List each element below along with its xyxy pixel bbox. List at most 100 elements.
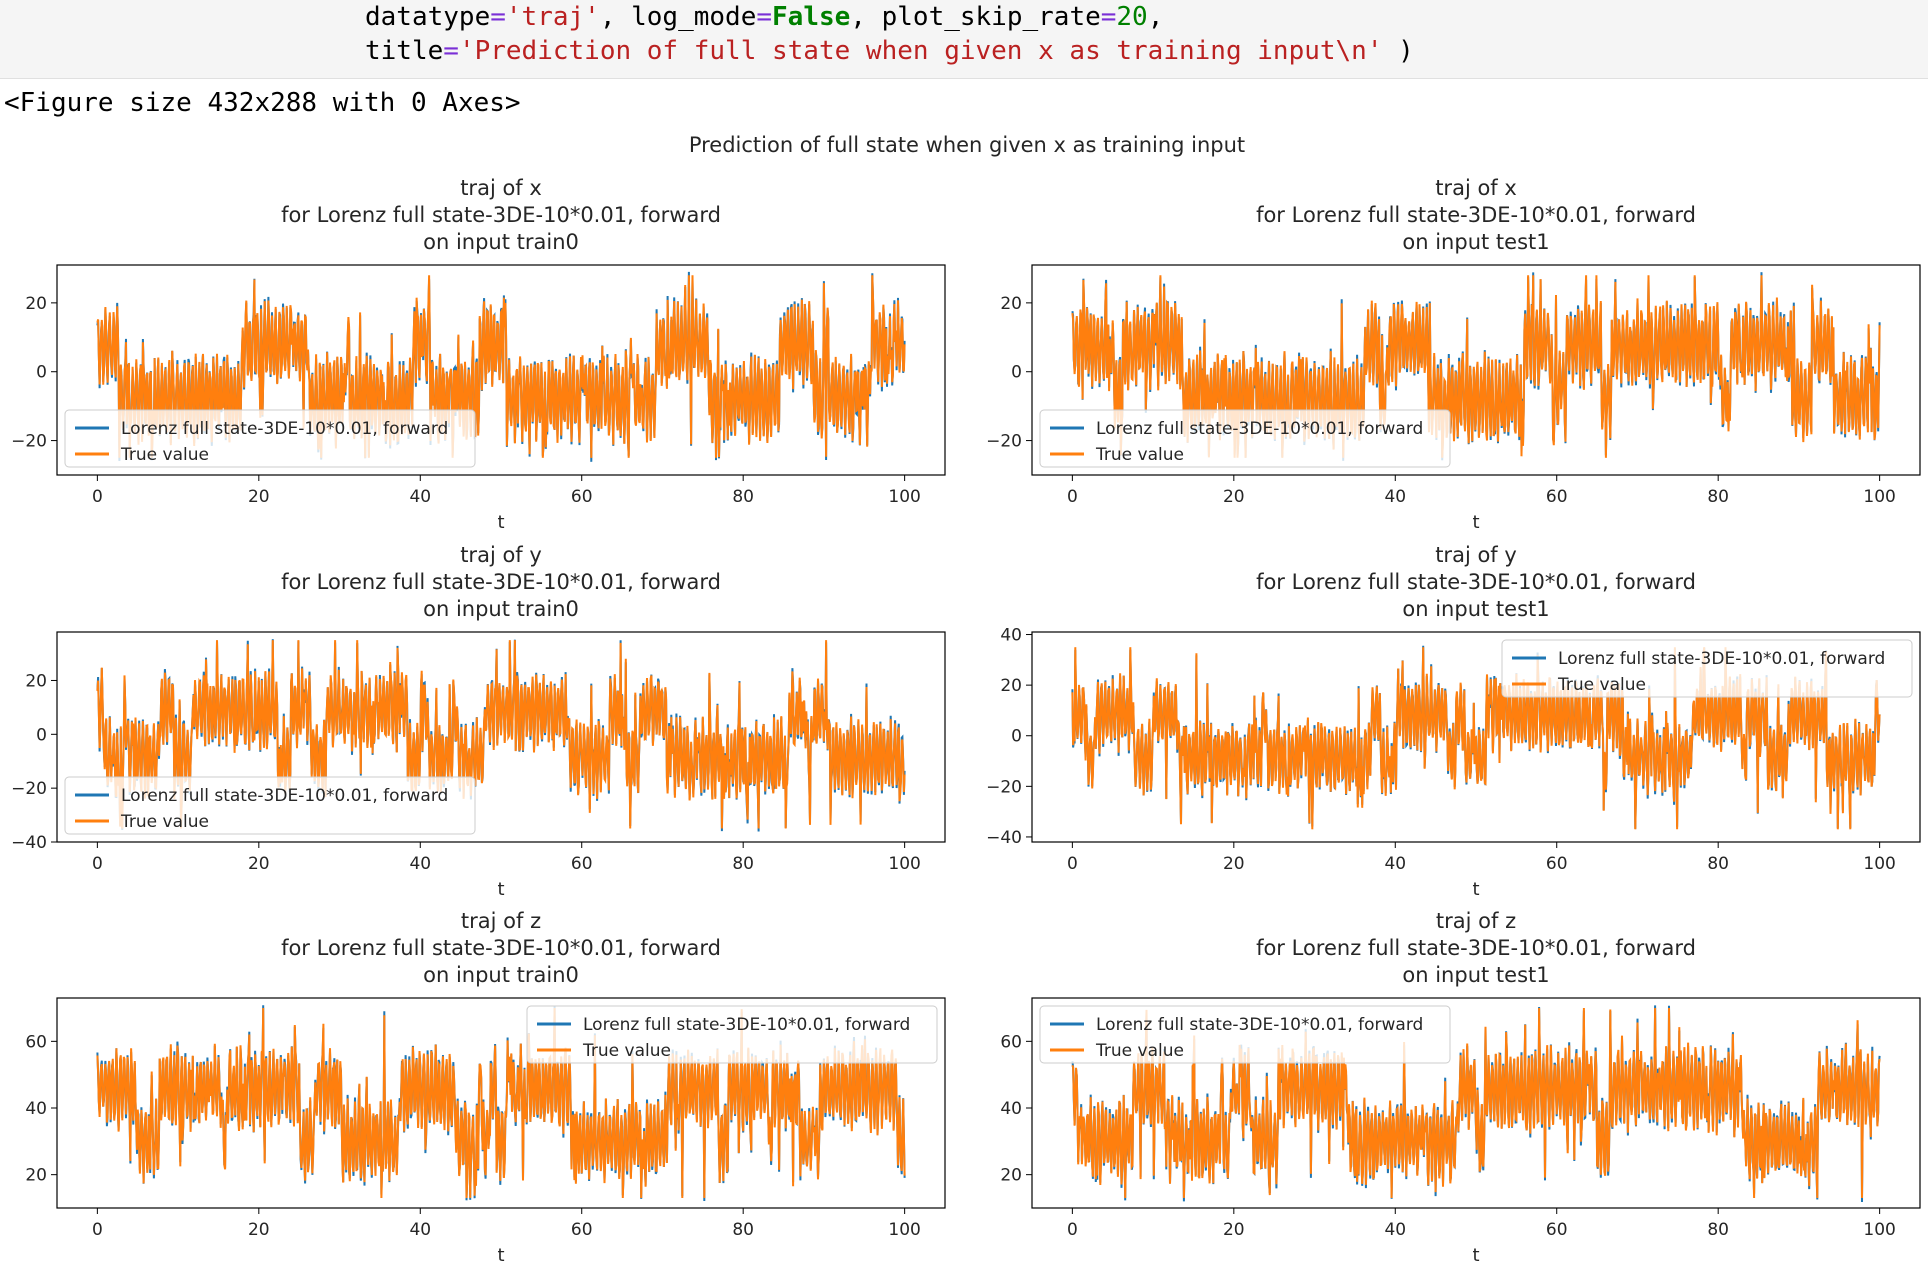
- x-tick-label: 40: [1384, 854, 1406, 874]
- x-tick-label: 80: [1707, 487, 1729, 507]
- legend-label: Lorenz full state-3DE-10*0.01, forward: [1096, 419, 1423, 439]
- subplot-z-test1: traj of z for Lorenz full state-3DE-10*0.…: [1000, 909, 1921, 1266]
- code-cell[interactable]: datatype='traj', log_mode=False, plot_sk…: [0, 0, 1928, 79]
- x-tick-label: 0: [1067, 487, 1078, 507]
- x-tick-label: 40: [409, 1220, 431, 1240]
- subplot-x-test1: traj of x for Lorenz full state-3DE-10*0.…: [986, 176, 1921, 533]
- code-token: False: [772, 2, 851, 32]
- legend-box: [1501, 639, 1913, 698]
- subplot-title-line: on input train0: [423, 230, 579, 254]
- x-axis-label: t: [497, 1245, 504, 1266]
- legend-label: Lorenz full state-3DE-10*0.01, forward: [1558, 649, 1885, 669]
- subplot-title-line: traj of x: [460, 176, 542, 200]
- y-tick-label: 20: [25, 671, 47, 691]
- x-tick-label: 60: [571, 1220, 593, 1240]
- legend: Lorenz full state-3DE-10*0.01, forward Tr…: [1039, 1005, 1451, 1064]
- x-axis-label: t: [1472, 1245, 1479, 1266]
- y-tick-label: 40: [1000, 1099, 1022, 1119]
- figure-size-output: <Figure size 432x288 with 0 Axes>: [4, 88, 521, 118]
- x-tick-label: 100: [888, 854, 920, 874]
- x-tick-label: 100: [888, 1220, 920, 1240]
- subplot-title-line: for Lorenz full state-3DE-10*0.01, forwa…: [1256, 203, 1696, 227]
- series-line-true-value: [1071, 1007, 1881, 1199]
- code-token: =: [490, 2, 506, 32]
- x-tick-label: 100: [1863, 854, 1895, 874]
- legend-label: True value: [1095, 445, 1184, 465]
- code-token: 'traj': [505, 2, 600, 32]
- y-tick-label: 40: [1000, 626, 1022, 646]
- y-tick-label: −20: [986, 777, 1022, 797]
- legend-label: Lorenz full state-3DE-10*0.01, forward: [121, 419, 448, 439]
- x-tick-label: 80: [732, 1220, 754, 1240]
- y-tick-label: −20: [986, 432, 1022, 452]
- x-axis-label: t: [1472, 512, 1479, 533]
- series-line-true-value: [96, 275, 906, 458]
- series-line-true-value: [1071, 275, 1881, 458]
- code-token: =: [443, 36, 459, 66]
- subplot-title-line: for Lorenz full state-3DE-10*0.01, forwa…: [281, 570, 721, 594]
- axes-frame: [56, 997, 946, 1209]
- x-tick-label: 0: [92, 1220, 103, 1240]
- code-line-1: datatype='traj', log_mode=False, plot_sk…: [365, 2, 1163, 32]
- legend-label: True value: [582, 1041, 671, 1061]
- subplot-title-line: on input train0: [423, 963, 579, 987]
- x-tick-label: 20: [248, 854, 270, 874]
- x-tick-label: 40: [409, 854, 431, 874]
- code-token: title: [365, 36, 444, 66]
- legend-box: [1039, 1005, 1451, 1064]
- subplot-title-line: traj of z: [461, 909, 541, 933]
- x-tick-label: 60: [571, 487, 593, 507]
- code-token: datatype: [365, 2, 491, 32]
- legend: Lorenz full state-3DE-10*0.01, forward Tr…: [64, 409, 476, 468]
- legend: Lorenz full state-3DE-10*0.01, forward Tr…: [526, 1005, 938, 1064]
- x-axis-label: t: [1472, 879, 1479, 900]
- code-token: 'Prediction of full state when given x a…: [458, 36, 1383, 66]
- legend-box: [64, 776, 476, 835]
- y-tick-label: 60: [25, 1032, 47, 1052]
- y-tick-label: 20: [25, 1166, 47, 1186]
- code-token: ,: [1147, 2, 1164, 32]
- y-tick-label: 0: [1011, 727, 1022, 747]
- subplot-title-line: for Lorenz full state-3DE-10*0.01, forwa…: [1256, 936, 1696, 960]
- subplot-title-line: traj of y: [460, 543, 542, 567]
- legend: Lorenz full state-3DE-10*0.01, forward Tr…: [1501, 639, 1913, 698]
- x-tick-label: 100: [1863, 487, 1895, 507]
- subplot-title-line: traj of x: [1435, 176, 1517, 200]
- x-tick-label: 40: [1384, 487, 1406, 507]
- legend-box: [64, 409, 476, 468]
- subplot-y-test1: traj of y for Lorenz full state-3DE-10*0.…: [986, 543, 1921, 900]
- y-tick-label: 0: [36, 363, 47, 383]
- legend-label: True value: [1095, 1041, 1184, 1061]
- axes-frame: [1031, 264, 1921, 476]
- x-tick-label: 20: [1223, 487, 1245, 507]
- subplot-title-line: traj of y: [1435, 543, 1517, 567]
- y-tick-label: 20: [1000, 294, 1022, 314]
- subplot-title-line: on input test1: [1402, 597, 1549, 621]
- x-tick-label: 80: [1707, 854, 1729, 874]
- x-tick-label: 100: [1863, 1220, 1895, 1240]
- legend-label: Lorenz full state-3DE-10*0.01, forward: [1096, 1015, 1423, 1035]
- subplot-title-line: for Lorenz full state-3DE-10*0.01, forwa…: [1256, 570, 1696, 594]
- subplot-y-train0: traj of y for Lorenz full state-3DE-10*0.…: [11, 543, 946, 900]
- figure-title: Prediction of full state when given x as…: [689, 133, 1245, 157]
- y-tick-label: −40: [11, 833, 47, 853]
- code-token: =: [756, 2, 773, 32]
- x-tick-label: 20: [1223, 854, 1245, 874]
- x-tick-label: 80: [1707, 1220, 1729, 1240]
- axes-frame: [1031, 997, 1921, 1209]
- subplot-title-line: for Lorenz full state-3DE-10*0.01, forwa…: [281, 936, 721, 960]
- y-tick-label: 40: [25, 1099, 47, 1119]
- x-tick-label: 40: [409, 487, 431, 507]
- axes-frame: [56, 631, 946, 843]
- axes-frame: [56, 264, 946, 476]
- legend-label: True value: [1557, 675, 1646, 695]
- y-tick-label: 20: [1000, 1166, 1022, 1186]
- x-tick-label: 80: [732, 487, 754, 507]
- x-tick-label: 20: [248, 1220, 270, 1240]
- x-tick-label: 40: [1384, 1220, 1406, 1240]
- x-axis-label: t: [497, 512, 504, 533]
- legend-label: True value: [120, 445, 209, 465]
- x-tick-label: 0: [92, 854, 103, 874]
- legend-label: Lorenz full state-3DE-10*0.01, forward: [121, 786, 448, 806]
- x-tick-label: 20: [1223, 1220, 1245, 1240]
